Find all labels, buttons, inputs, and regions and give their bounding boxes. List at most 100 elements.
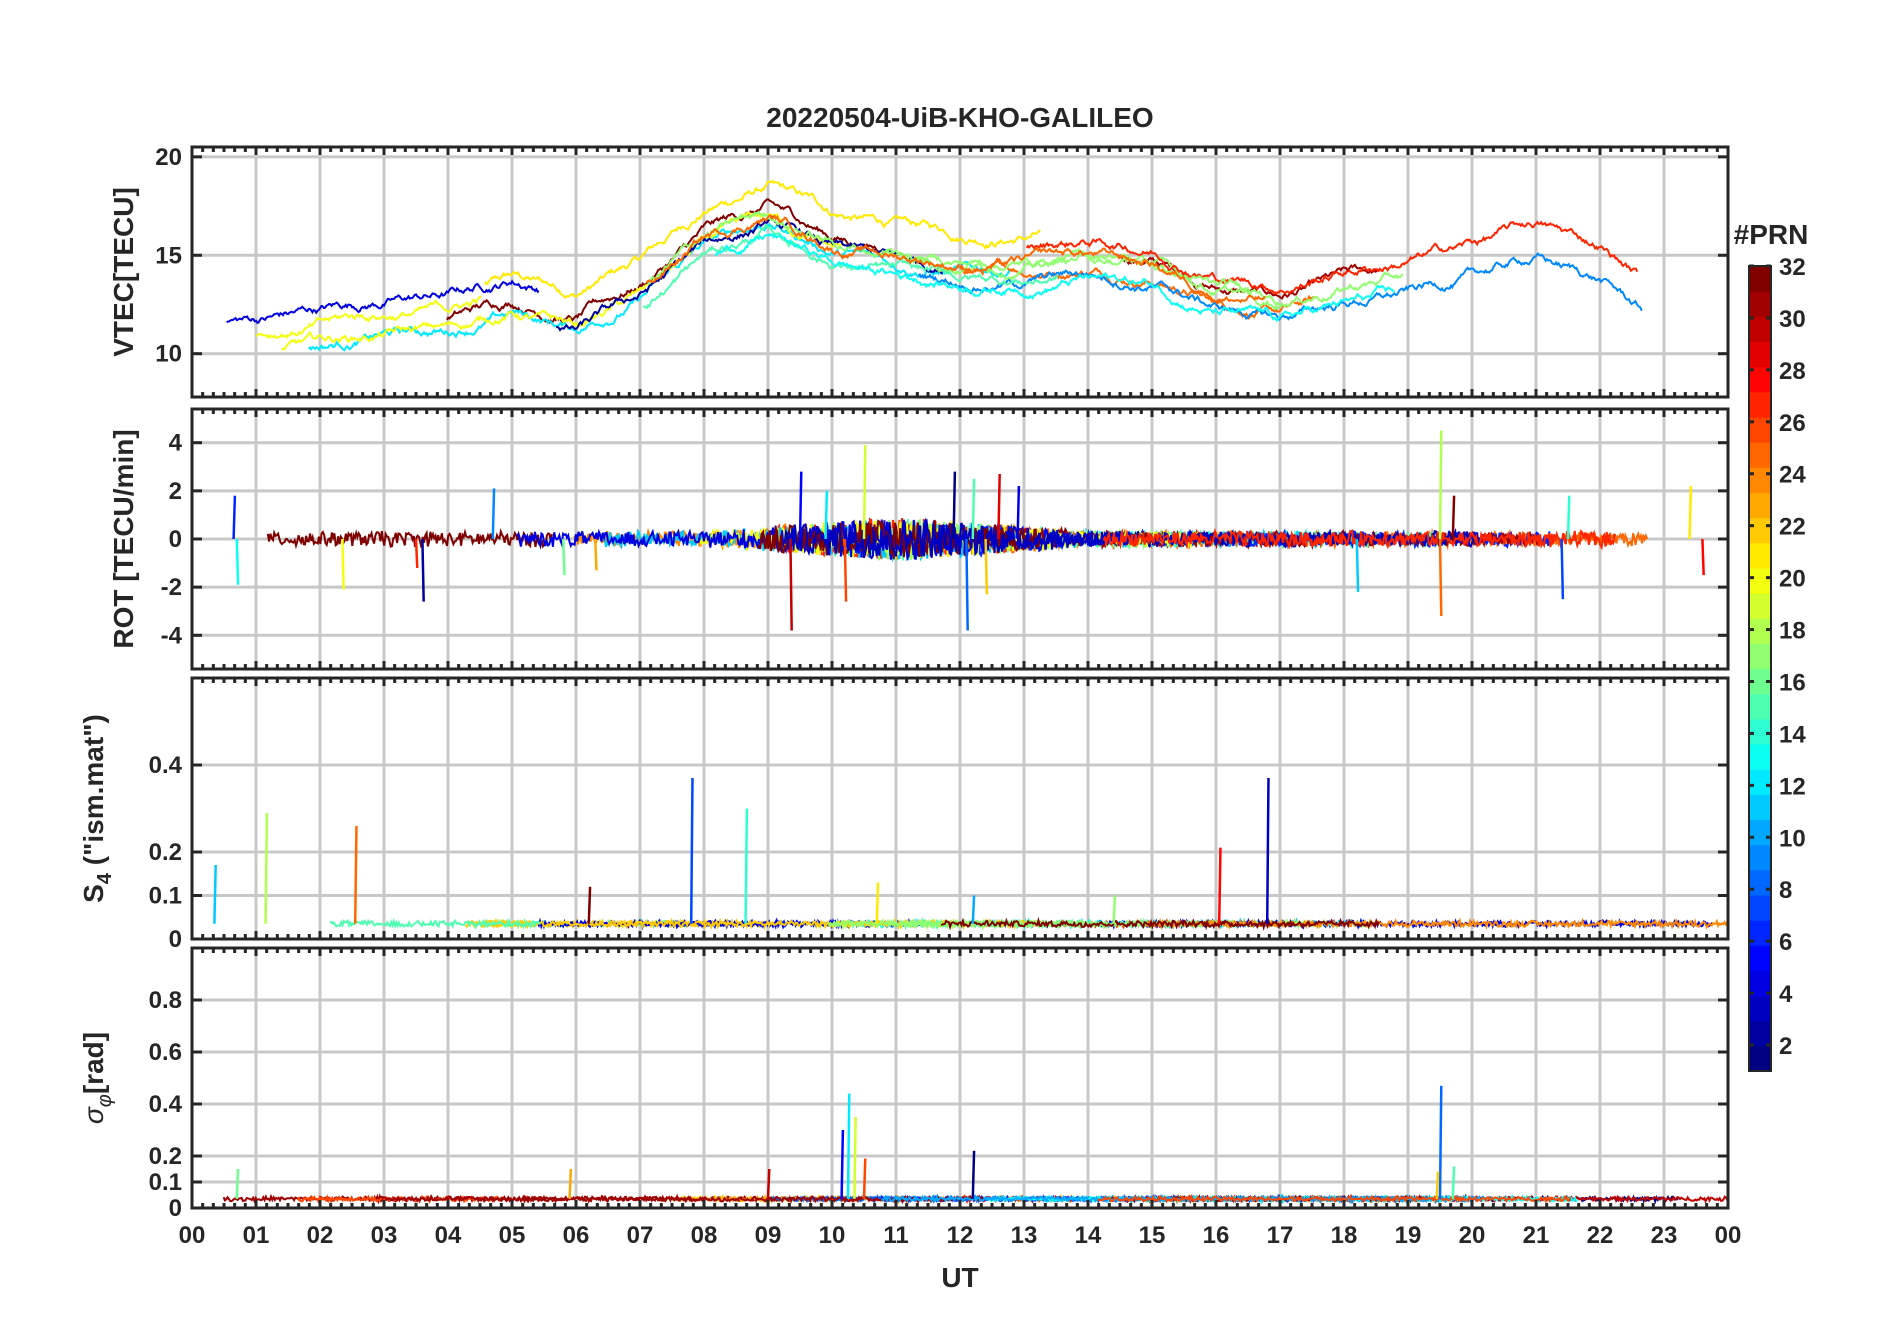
spike-line [1451,1166,1456,1199]
s4-ylabel-main: S [78,884,109,903]
sigma-phi-panel: 00.10.2 0.4 0.6 0.8 σφ[rad] [78,946,1730,1222]
colorbar-band [1749,416,1771,443]
chart-title: 20220504-UiB-KHO-GALILEO [766,102,1153,133]
spike-line [353,825,358,924]
x-tick-label: 22 [1587,1222,1614,1249]
x-tick-label: 16 [1203,1222,1230,1249]
rot-series [232,430,1705,631]
colorbar-label: #PRN [1734,219,1809,250]
prn-series-line [642,222,1059,310]
colorbar-tick-label: 4 [1779,981,1793,1008]
y-tick-label: 0 [169,1195,182,1222]
colorbar-band [1749,341,1771,368]
s4-panel: 0 0.1 0.2 0.4 S4 ("ism.mat") [78,676,1730,953]
colorbar-band [1749,643,1771,670]
spike-line [1560,538,1565,600]
spike-line [421,538,425,602]
spike-line [1217,847,1222,924]
colorbar-tick-label: 26 [1779,410,1806,437]
spike-line [984,538,989,595]
y-tick-label: 15 [155,242,182,269]
y-tick-label: 0.1 [149,883,182,910]
spike-line [997,473,1001,540]
spike-line [1438,1085,1443,1199]
colorbar-band [1749,693,1771,720]
colorbar-band [1749,567,1771,594]
s4-ylabel-sub: 4 [94,872,116,884]
rot-ylabel: ROT [TECU/min] [108,429,139,648]
colorbar-band [1749,743,1771,770]
y-tick-label: 0.4 [149,752,183,779]
spike-line [840,1129,845,1199]
y-tick-label: 0 [169,526,182,553]
spike-line [235,1168,240,1199]
spike-line [1438,430,1443,540]
y-tick-label: -4 [161,622,183,649]
prn-series-line [1025,220,1639,296]
colorbar-band [1749,869,1771,896]
colorbar-band [1749,467,1771,494]
x-tick-label: 21 [1523,1222,1550,1249]
x-tick-label: 15 [1139,1222,1166,1249]
vtec-grid [192,147,1728,397]
spike-line [587,886,592,924]
y-tick-label: 0.8 [149,987,182,1014]
prn-series-line [281,210,844,351]
spike-line [593,538,598,571]
spike-line [414,538,419,568]
spike-line [1265,778,1270,924]
colorbar-tick-label: 32 [1779,254,1806,281]
colorbar-band [1749,542,1771,569]
colorbar-band [1749,819,1771,846]
x-tick-label: 03 [371,1222,398,1249]
vtec-ylabel: VTEC[TECU] [108,187,139,357]
colorbar-tick-label: 22 [1779,514,1806,541]
s4-ylabel-rest: ("ism.mat") [78,714,109,873]
colorbar-tick-label: 28 [1779,358,1806,385]
colorbar-band [1749,316,1771,343]
sigma-phi-ylabel-sub: φ [94,1094,116,1107]
y-tick-label: 2 [169,478,182,505]
y-tick-label: 10 [155,341,182,368]
prn-series-line [714,232,1396,323]
colorbar-bands [1749,266,1771,1072]
y-tick-label: 4 [169,430,183,457]
spike-line [862,445,867,540]
colorbar-tick-label: 24 [1779,462,1806,489]
x-tick-label: 09 [755,1222,782,1249]
x-tick-labels: 00 01 02 03 04 05 06 07 08 09 10 11 12 13 14 15 16 17 18 19… [179,1222,1742,1249]
x-tick-label: 08 [691,1222,718,1249]
spike-line [971,478,976,540]
s4-series [213,778,1728,932]
spike-line [843,538,848,602]
prn-series-line [555,215,943,332]
spike-line [824,490,829,540]
prn-series-line [647,210,1404,309]
s4-ticks: 0 0.1 0.2 0.4 [149,678,1730,953]
x-tick-label: 10 [819,1222,846,1249]
y-tick-label: 20 [155,144,182,171]
vtec-series [226,179,1643,352]
spike-line [264,812,269,924]
prn-series-line [941,257,1319,321]
spike-line [798,471,803,540]
colorbar-band [1749,995,1771,1022]
x-axis-label: UT [941,1262,978,1293]
spike-line [235,538,240,585]
spike-line [846,1093,851,1199]
colorbar-tick-label: 8 [1779,877,1792,904]
x-tick-label: 00 [179,1222,206,1249]
colorbar-band [1749,517,1771,544]
spike-line [1355,538,1360,592]
x-tick-label: 01 [243,1222,270,1249]
colorbar-tick-label: 10 [1779,825,1806,852]
colorbar-band [1749,668,1771,695]
x-tick-label: 04 [435,1222,462,1249]
spike-line [1451,495,1456,540]
colorbar-band [1749,894,1771,921]
vtec-ticks: 10 15 20 [155,144,1730,397]
prn-series-line [255,295,482,340]
colorbar-band [1749,920,1771,946]
